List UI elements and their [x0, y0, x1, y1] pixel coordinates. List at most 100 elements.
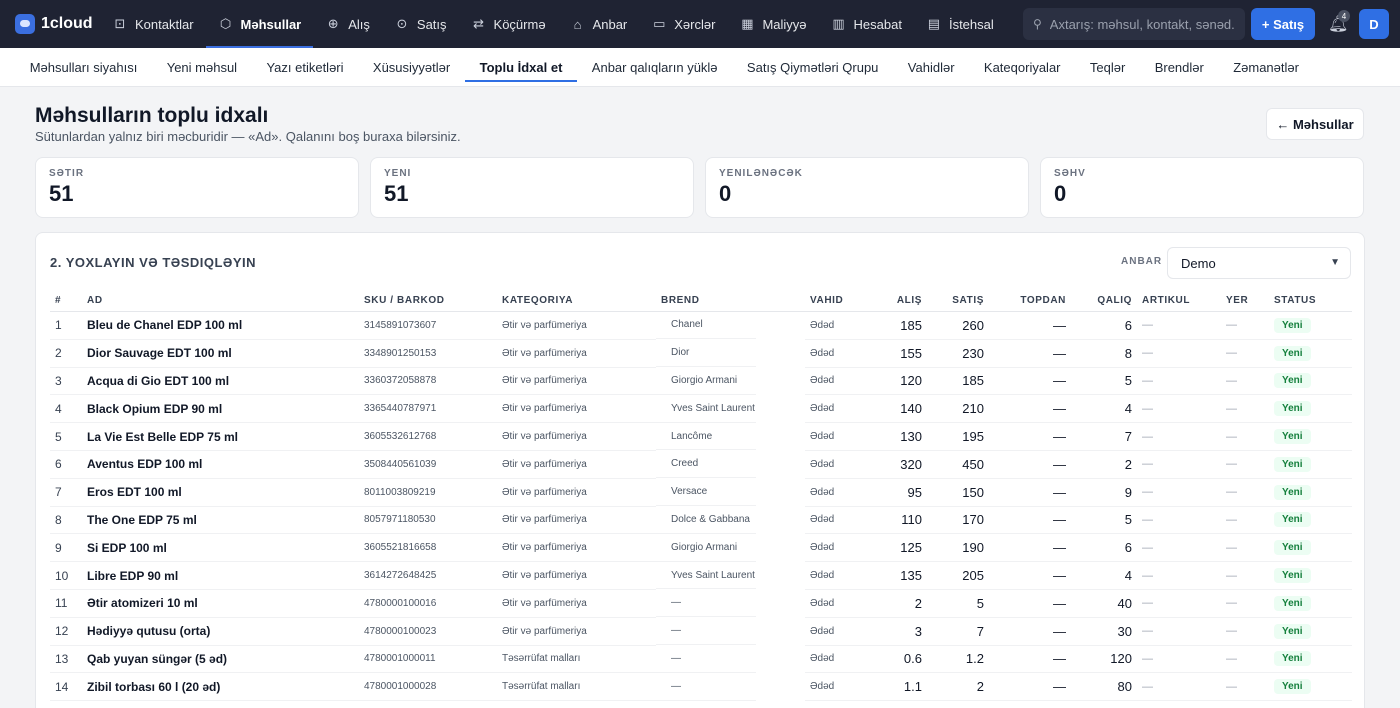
- product-sku: 3365440787971: [359, 394, 497, 424]
- cloud-logo-icon: [15, 14, 35, 34]
- row-index: 14: [50, 672, 82, 702]
- product-unit: Ədəd: [805, 589, 867, 618]
- back-to-products-button[interactable]: ← Məhsullar: [1266, 108, 1364, 140]
- column-header[interactable]: Brend: [656, 290, 805, 312]
- nav-item-9[interactable]: ▤ İstehsal: [914, 0, 1006, 48]
- purchase-price: 95: [867, 478, 927, 507]
- subnav-tab-11[interactable]: Zəmanətlər: [1233, 59, 1299, 75]
- purchase-price: 320: [867, 450, 927, 479]
- products-subnav: Məhsulları siyahısı Yeni məhsul Yazı etike…: [0, 48, 1400, 87]
- nav-item-6[interactable]: ▭ Xərclər: [639, 0, 727, 48]
- column-header[interactable]: Yer: [1221, 290, 1269, 312]
- nav-item-7[interactable]: ▦ Maliyyə: [727, 0, 818, 48]
- column-header[interactable]: Status: [1269, 290, 1352, 312]
- stock-qty: 8: [1071, 339, 1137, 368]
- brand[interactable]: 1cloud: [0, 14, 100, 34]
- table-row: 12 Hədiyyə qutusu (orta) 4780000100023 Ətir…: [50, 617, 1352, 646]
- warehouse-selected-value: Demo: [1181, 255, 1216, 271]
- wholesale-price: —: [989, 394, 1071, 424]
- subnav-tab-0[interactable]: Məhsulları siyahısı: [29, 59, 138, 75]
- product-sku: 3508440561039: [359, 450, 497, 479]
- transfer-icon: ⇄: [473, 16, 484, 31]
- search-input[interactable]: [1049, 16, 1235, 32]
- product-sku: 4780001000011: [359, 645, 497, 674]
- purchase-price: 2: [867, 589, 927, 618]
- product-sku: 3348901250153: [359, 339, 497, 368]
- wholesale-price: —: [989, 422, 1071, 451]
- product-name: Acqua di Gio EDT 100 ml: [82, 367, 359, 396]
- column-header[interactable]: Satış: [927, 290, 989, 312]
- location: —: [1221, 339, 1269, 368]
- subnav-tab-4[interactable]: Toplu İdxal et: [464, 48, 578, 86]
- purchase-price: 125: [867, 533, 927, 563]
- table-row: 7 Eros EDT 100 ml 8011003809219 Ətir və par…: [50, 478, 1352, 507]
- status-badge: Yeni: [1274, 623, 1311, 639]
- stock-qty: 4: [1071, 561, 1137, 590]
- subnav-tab-8[interactable]: Kateqoriyalar: [983, 59, 1061, 75]
- wholesale-price: —: [989, 506, 1071, 535]
- nav-item-5[interactable]: ⌂ Anbar: [558, 0, 640, 48]
- column-header[interactable]: Kateqoriya: [497, 290, 656, 312]
- stat-card-update: Yenilənəcək 0: [705, 157, 1029, 218]
- product-category: Ətir və parfümeriya: [497, 533, 656, 563]
- subnav-tab-9[interactable]: Teqlər: [1089, 59, 1126, 75]
- status-badge: Yeni: [1274, 429, 1311, 445]
- product-unit: Ədəd: [805, 394, 867, 424]
- stat-card-rows: Sətir 51: [35, 157, 359, 218]
- box-icon: ⬡: [219, 16, 232, 31]
- article: —: [1137, 339, 1221, 368]
- nav-item-3[interactable]: ⊙ Satış: [382, 0, 459, 48]
- nav-item-1[interactable]: ⬡ Məhsullar: [205, 0, 314, 48]
- product-brand: Dior: [656, 339, 756, 368]
- column-header[interactable]: #: [50, 290, 82, 312]
- stock-qty: 7: [1071, 422, 1137, 451]
- column-header[interactable]: SKU / Barkod: [359, 290, 497, 312]
- product-name: The One EDP 75 ml: [82, 506, 359, 535]
- nav-item-8[interactable]: ▥ Hesabat: [819, 0, 914, 48]
- stat-label: Yenilənəcək: [719, 168, 803, 179]
- row-status: Yeni: [1269, 589, 1352, 618]
- column-header[interactable]: Alış: [867, 290, 927, 312]
- nav-item-0[interactable]: ⊡ Kontaktlar: [100, 0, 206, 48]
- warehouse-select[interactable]: Demo ▼: [1167, 247, 1351, 279]
- product-brand: Yves Saint Laurent: [656, 562, 756, 590]
- subnav-tab-10[interactable]: Brendlər: [1154, 59, 1204, 75]
- article: —: [1137, 645, 1221, 674]
- global-search[interactable]: ⚲: [1023, 8, 1245, 40]
- stat-label: Sətir: [49, 168, 85, 179]
- product-sku: 3360372058878: [359, 367, 497, 396]
- subnav-tab-7[interactable]: Vahidlər: [907, 59, 955, 75]
- subnav-tab-2[interactable]: Yazı etiketləri: [266, 59, 344, 75]
- stock-qty: 9: [1071, 478, 1137, 507]
- product-name: Dior Sauvage EDT 100 ml: [82, 339, 359, 368]
- column-header[interactable]: Qalıq: [1071, 290, 1137, 312]
- nav-item-2[interactable]: ⊕ Alış: [313, 0, 382, 48]
- main-nav: ⊡ Kontaktlar ⬡ Məhsullar ⊕ Alış ⊙ Satış ⇄ Köçürmə…: [100, 0, 1006, 48]
- product-brand: Lancôme: [656, 423, 756, 451]
- product-category: Ətir və parfümeriya: [497, 506, 656, 535]
- column-header[interactable]: Ad: [82, 290, 359, 312]
- stat-label: Yeni: [384, 168, 412, 179]
- location: —: [1221, 506, 1269, 535]
- status-badge: Yeni: [1274, 679, 1311, 695]
- table-row: 6 Aventus EDP 100 ml 3508440561039 Ətir və …: [50, 450, 1352, 479]
- nav-item-label: Hesabat: [853, 16, 902, 32]
- subnav-tab-5[interactable]: Anbar qalıqların yüklə: [591, 59, 718, 75]
- product-brand: —: [656, 589, 756, 618]
- subnav-tab-6[interactable]: Satış Qiymətləri Qrupu: [746, 59, 879, 75]
- stat-card-new: Yeni 51: [370, 157, 694, 218]
- new-sale-button[interactable]: + Satış: [1251, 8, 1315, 40]
- column-header[interactable]: Artikul: [1137, 290, 1221, 312]
- user-avatar[interactable]: D: [1359, 9, 1389, 39]
- product-brand: —: [656, 673, 756, 701]
- page-subtitle: Sütunlardan yalnız biri məcburidir — «Ad…: [35, 129, 461, 144]
- column-header[interactable]: Vahid: [805, 290, 867, 312]
- row-index: 4: [50, 394, 82, 424]
- product-category: Ətir və parfümeriya: [497, 561, 656, 590]
- nav-item-4[interactable]: ⇄ Köçürmə: [459, 0, 558, 48]
- subnav-tab-1[interactable]: Yeni məhsul: [166, 59, 238, 75]
- table-row: 9 Si EDP 100 ml 3605521816658 Ətir və parfü…: [50, 533, 1352, 563]
- column-header[interactable]: Topdan: [989, 290, 1071, 312]
- product-category: Ətir və parfümeriya: [497, 450, 656, 479]
- subnav-tab-3[interactable]: Xüsusiyyətlər: [372, 59, 451, 75]
